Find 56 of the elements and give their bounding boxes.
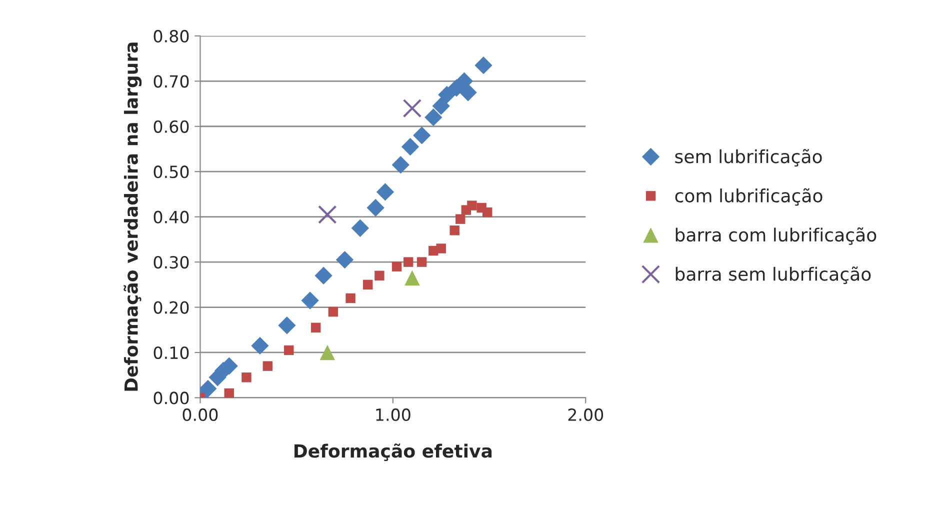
point	[401, 138, 420, 156]
point	[262, 361, 273, 371]
point	[376, 183, 394, 201]
x-tick-label: 1.00	[376, 408, 410, 422]
point	[450, 226, 460, 236]
point	[363, 280, 373, 290]
point	[438, 86, 456, 104]
point	[416, 257, 427, 267]
y-tick-label: 0.00	[154, 392, 189, 404]
point	[346, 293, 356, 304]
point	[392, 262, 402, 272]
point	[284, 345, 294, 356]
point	[251, 336, 269, 355]
point	[456, 214, 466, 224]
point	[301, 292, 319, 310]
point	[482, 207, 492, 218]
y-tick-label: 0.30	[154, 256, 189, 269]
point	[336, 250, 354, 269]
point	[474, 56, 492, 74]
point	[278, 316, 296, 334]
point	[404, 270, 420, 286]
point	[459, 84, 477, 102]
y-tick-label: 0.70	[154, 75, 189, 88]
x-tick-label: 2.00	[568, 408, 604, 422]
point	[412, 126, 431, 144]
point	[467, 200, 477, 210]
legend-label: barra sem lubrficação	[676, 266, 871, 284]
y-tick-label: 0.10	[154, 346, 189, 360]
y-tick-label: 0.20	[154, 301, 189, 314]
legend-label: sem lubrificação	[675, 149, 822, 167]
point	[200, 380, 217, 398]
point	[242, 372, 252, 382]
point	[314, 266, 332, 284]
point	[310, 322, 321, 332]
point	[432, 97, 450, 115]
legend-label: barra com lubrificação	[676, 227, 876, 245]
y-tick-label: 0.40	[154, 210, 189, 224]
point	[403, 257, 414, 267]
point	[224, 388, 234, 398]
y-tick-label: 0.80	[154, 30, 189, 42]
x-axis-title: Deformação efetiva	[294, 443, 492, 462]
point	[366, 198, 384, 217]
x-tick-label: 0.00	[182, 408, 218, 422]
point	[436, 244, 446, 254]
point	[424, 108, 442, 126]
point	[402, 98, 422, 118]
legend-label: com lubrificação	[675, 188, 822, 206]
y-tick-label: 0.60	[154, 120, 189, 133]
y-tick-label: 0.50	[154, 166, 189, 178]
point	[318, 205, 337, 224]
point	[320, 344, 336, 360]
y-axis-title: Deformação verdadeira na largura	[124, 42, 142, 391]
point	[392, 156, 410, 174]
point	[328, 306, 338, 317]
point	[374, 270, 384, 280]
point	[351, 219, 369, 237]
